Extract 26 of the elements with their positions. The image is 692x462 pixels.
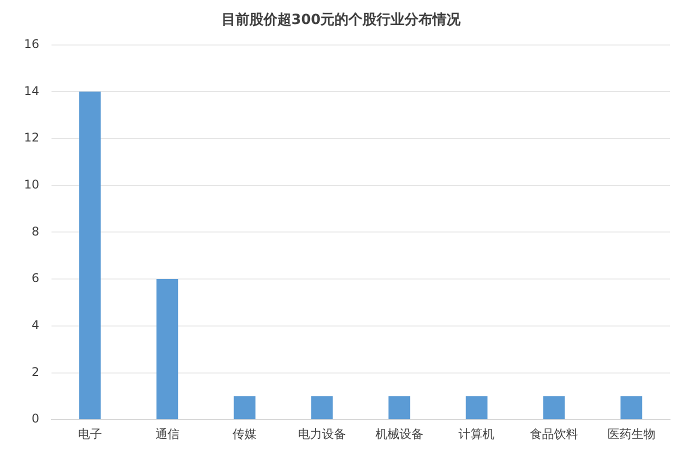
y-tick-label: 6 [32, 271, 40, 286]
bar [466, 396, 488, 420]
y-tick-label: 4 [32, 318, 40, 332]
y-tick-label: 16 [24, 36, 40, 51]
bar [156, 279, 178, 420]
bar [79, 92, 101, 420]
y-tick-label: 12 [24, 130, 40, 145]
y-tick-label: 8 [32, 224, 40, 238]
bar [543, 396, 565, 420]
x-tick-label: 计算机 [458, 426, 495, 441]
y-tick-label: 10 [24, 177, 40, 192]
y-tick-label: 2 [32, 364, 40, 379]
bar [311, 396, 333, 420]
x-tick-label: 传媒 [232, 426, 257, 441]
x-tick-label: 机械设备 [375, 426, 424, 441]
bar [234, 396, 256, 420]
y-tick-label: 0 [32, 412, 40, 426]
x-tick-label: 电力设备 [298, 426, 346, 441]
x-tick-label: 食品饮料 [530, 426, 578, 441]
chart-title: 目前股价超300元的个股行业分布情况 [221, 12, 462, 28]
x-tick-label: 电子 [78, 426, 102, 441]
bar [388, 396, 410, 420]
y-tick-label: 14 [24, 84, 40, 98]
bar [620, 396, 642, 420]
x-tick-label: 医药生物 [607, 426, 656, 441]
x-tick-label: 通信 [155, 426, 180, 441]
